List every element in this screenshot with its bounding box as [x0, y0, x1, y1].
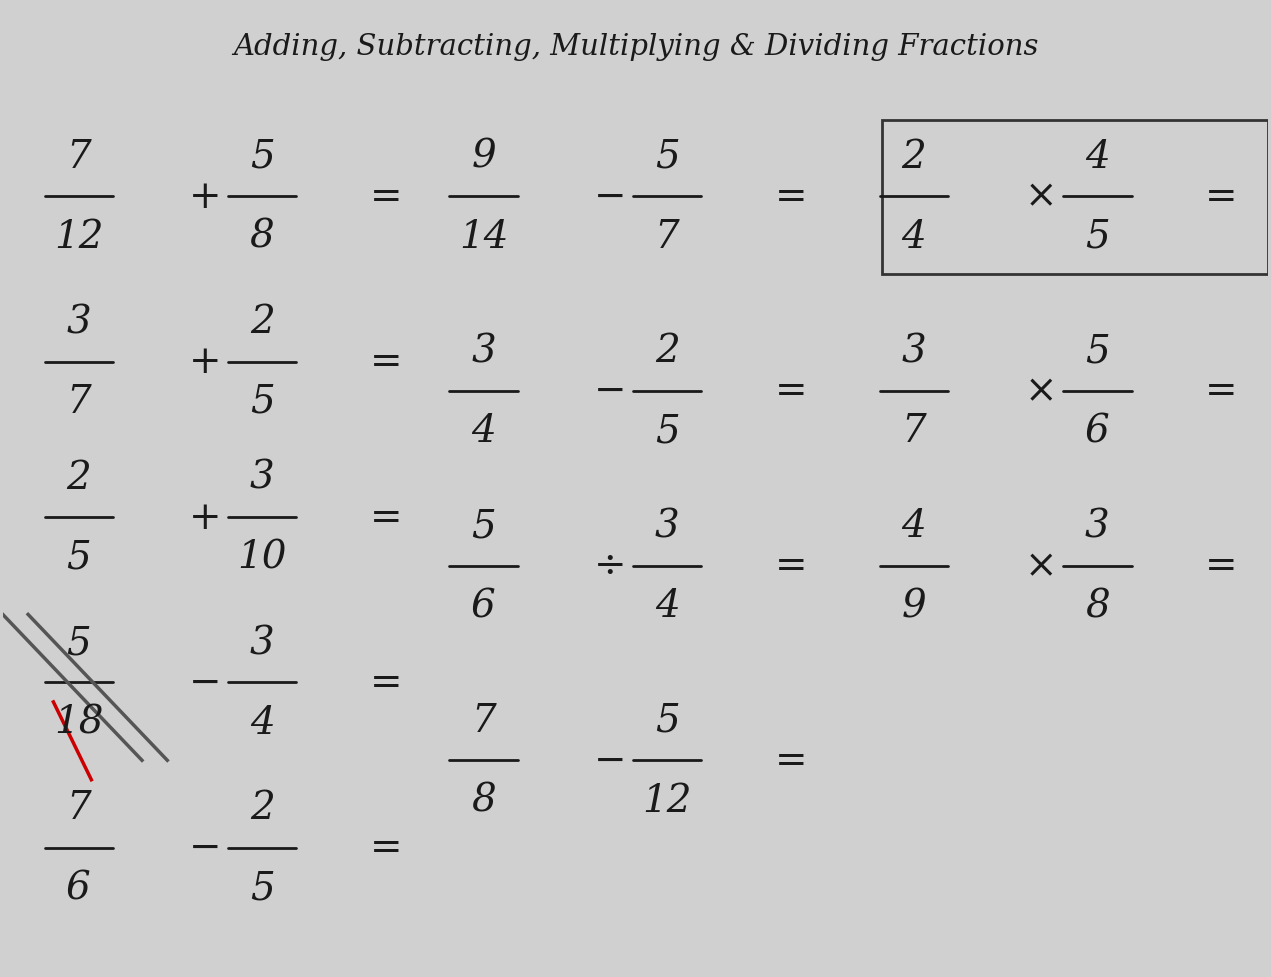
Text: 8: 8	[472, 782, 496, 819]
Text: −: −	[594, 742, 627, 779]
Text: +: +	[189, 344, 221, 381]
Text: 5: 5	[1085, 333, 1110, 370]
Text: 4: 4	[901, 219, 927, 255]
Text: 2: 2	[250, 304, 275, 341]
Text: 10: 10	[238, 539, 287, 576]
Text: 3: 3	[250, 459, 275, 496]
Text: =: =	[1205, 179, 1238, 216]
Text: =: =	[370, 829, 403, 867]
Text: =: =	[370, 499, 403, 536]
Text: 5: 5	[250, 870, 275, 907]
Text: 2: 2	[901, 139, 927, 176]
Text: 5: 5	[250, 139, 275, 176]
Text: 4: 4	[472, 412, 496, 449]
Text: 12: 12	[642, 782, 691, 819]
Text: 5: 5	[655, 412, 680, 449]
Text: 2: 2	[250, 789, 275, 827]
Text: 5: 5	[472, 508, 496, 545]
Text: 7: 7	[66, 789, 92, 827]
Text: +: +	[189, 499, 221, 536]
Text: 7: 7	[66, 139, 92, 176]
Text: 8: 8	[1085, 587, 1110, 624]
Text: 14: 14	[459, 219, 508, 255]
Text: 7: 7	[655, 219, 680, 255]
Text: ×: ×	[1024, 179, 1056, 216]
Text: 2: 2	[655, 333, 680, 370]
Text: 5: 5	[66, 624, 92, 661]
Text: Adding, Subtracting, Multiplying & Dividing Fractions: Adding, Subtracting, Multiplying & Divid…	[233, 32, 1038, 61]
Text: 3: 3	[472, 333, 496, 370]
Text: −: −	[594, 179, 627, 216]
Text: 4: 4	[1085, 139, 1110, 176]
Text: 2: 2	[66, 459, 92, 496]
Text: 5: 5	[655, 702, 680, 740]
Text: 3: 3	[250, 624, 275, 661]
Text: 8: 8	[250, 219, 275, 255]
Text: =: =	[1205, 373, 1238, 409]
Text: ×: ×	[1024, 373, 1056, 409]
Text: =: =	[775, 548, 807, 584]
Text: 6: 6	[66, 870, 92, 907]
Text: =: =	[775, 742, 807, 779]
Text: 4: 4	[655, 587, 680, 624]
Text: 6: 6	[1085, 412, 1110, 449]
Text: 4: 4	[901, 508, 927, 545]
Text: =: =	[1205, 548, 1238, 584]
Text: 5: 5	[1085, 219, 1110, 255]
Text: 6: 6	[472, 587, 496, 624]
Text: −: −	[189, 664, 221, 701]
Text: 3: 3	[655, 508, 680, 545]
Text: =: =	[370, 344, 403, 381]
Text: =: =	[370, 664, 403, 701]
Text: ×: ×	[1024, 548, 1056, 584]
Text: 3: 3	[66, 304, 92, 341]
Text: 18: 18	[53, 704, 103, 742]
Text: 3: 3	[901, 333, 927, 370]
Text: 9: 9	[901, 587, 927, 624]
Text: 12: 12	[53, 219, 103, 255]
Text: 7: 7	[472, 702, 496, 740]
Text: 4: 4	[250, 704, 275, 742]
Text: +: +	[189, 179, 221, 216]
Text: 9: 9	[472, 139, 496, 176]
Text: =: =	[775, 179, 807, 216]
Text: 5: 5	[655, 139, 680, 176]
Text: 7: 7	[66, 384, 92, 420]
Text: ÷: ÷	[594, 548, 627, 584]
Text: 5: 5	[250, 384, 275, 420]
Text: −: −	[594, 373, 627, 409]
Text: 3: 3	[1085, 508, 1110, 545]
Text: =: =	[370, 179, 403, 216]
Text: =: =	[775, 373, 807, 409]
Text: 7: 7	[901, 412, 927, 449]
Text: −: −	[189, 829, 221, 867]
Text: 5: 5	[66, 539, 92, 576]
